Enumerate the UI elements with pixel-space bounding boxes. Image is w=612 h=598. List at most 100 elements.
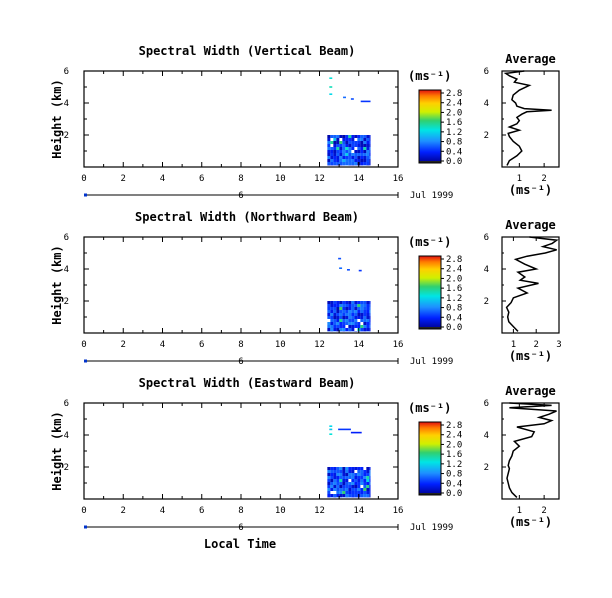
- heatmap-cell: [357, 473, 361, 476]
- heatmap-cell: [336, 310, 340, 313]
- avg-y-tick-label: 2: [484, 463, 489, 473]
- heatmap-cell: [354, 304, 358, 307]
- heatmap-cell: [357, 476, 361, 479]
- avg-x-tick-label: 2: [541, 506, 546, 516]
- heatmap-cell: [360, 328, 364, 331]
- heatmap-cell: [345, 494, 349, 497]
- heatmap-cell: [354, 476, 358, 479]
- heatmap-cell: [348, 319, 352, 322]
- heatmap-cell: [327, 313, 331, 316]
- colorbar-tick-label: 0.4: [446, 313, 462, 323]
- heatmap-cell: [369, 470, 371, 473]
- heatmap-cell: [351, 144, 355, 147]
- heatmap-cell: [354, 141, 358, 144]
- heatmap-cell: [366, 156, 370, 159]
- heatmap-cell: [327, 153, 331, 156]
- heatmap-cell: [360, 310, 364, 313]
- heatmap-cell: [345, 322, 349, 325]
- heatmap-cell: [330, 316, 334, 319]
- panel-title: Spectral Width (Northward Beam): [135, 210, 359, 224]
- heatmap-cell: [357, 470, 361, 473]
- heatmap-cell: [348, 494, 352, 497]
- colorbar-tick-label: 1.2: [446, 128, 462, 138]
- colorbar-tick-label: 2.8: [446, 255, 462, 265]
- heatmap-cell: [351, 301, 355, 304]
- heatmap-cell: [360, 162, 364, 165]
- heatmap-cell: [369, 467, 371, 470]
- heatmap-cell: [366, 479, 370, 482]
- heatmap-cell: [354, 162, 358, 165]
- heatmap-cell: [354, 144, 358, 147]
- avg-x-tick-label: 3: [556, 340, 561, 350]
- heatmap-cell: [345, 153, 349, 156]
- x-tick-label: 6: [199, 340, 204, 350]
- heatmap-cell: [329, 77, 333, 79]
- heatmap-cell: [330, 485, 334, 488]
- colorbar-gradient: [419, 90, 441, 163]
- heatmap-cell: [357, 322, 361, 325]
- average-xlabel: (ms⁻¹): [509, 515, 552, 529]
- heatmap-cell: [327, 482, 331, 485]
- heatmap-cell: [327, 328, 331, 331]
- colorbar-frame: [418, 89, 442, 164]
- x-tick-label: 12: [314, 506, 325, 516]
- heatmap-cell: [339, 144, 343, 147]
- x-tick-label: 8: [238, 506, 243, 516]
- heatmap-cell: [339, 494, 343, 497]
- heatmap-cell: [357, 325, 361, 328]
- avg-y-tick-label: 4: [484, 99, 489, 109]
- heatmap-cell: [366, 488, 370, 491]
- heatmap-cell: [351, 482, 355, 485]
- heatmap-cell: [330, 307, 334, 310]
- average-title: Average: [505, 384, 556, 398]
- heatmap-cell: [330, 159, 334, 162]
- heatmap-cell: [342, 485, 346, 488]
- heatmap-cell: [348, 304, 352, 307]
- heatmap-cell: [342, 476, 346, 479]
- heatmap-cell: [354, 310, 358, 313]
- heatmap-cell: [333, 141, 337, 144]
- date-strip-label: 6: [238, 191, 243, 201]
- heatmap-cell: [357, 488, 361, 491]
- heatmap-cell: [366, 301, 370, 304]
- heatmap-cell: [329, 425, 333, 427]
- avg-x-tick-label: 2: [541, 174, 546, 184]
- heatmap-cell: [348, 488, 352, 491]
- heatmap-cell: [327, 301, 331, 304]
- y-tick-label: 2: [64, 463, 69, 473]
- x-tick-label: 16: [393, 506, 404, 516]
- heatmap-cell: [333, 494, 337, 497]
- y-tick-label: 4: [64, 265, 69, 275]
- heatmap-cell: [366, 485, 370, 488]
- avg-y-tick-label: 6: [484, 399, 489, 409]
- heatmap-cell: [357, 467, 361, 470]
- heatmap-cell: [360, 313, 364, 316]
- heatmap-cell: [345, 144, 349, 147]
- heatmap-cell: [366, 147, 370, 150]
- date-strip-marker: [84, 359, 87, 363]
- heatmap-cell: [351, 162, 355, 165]
- colorbar-tick-label: 1.6: [446, 450, 462, 460]
- colorbar-tick-label: 0.0: [446, 157, 462, 167]
- heatmap-cell: [366, 325, 370, 328]
- heatmap-cell: [333, 162, 337, 165]
- heatmap-cell: [360, 482, 364, 485]
- heatmap-cell: [327, 316, 331, 319]
- heatmap-cell: [366, 470, 370, 473]
- colorbar-tick-label: 2.4: [446, 431, 462, 441]
- heatmap-cell: [345, 328, 349, 331]
- heatmap-cell: [360, 138, 364, 141]
- heatmap-cell: [354, 467, 358, 470]
- date-strip-label: 6: [238, 357, 243, 367]
- heatmap-cell: [363, 482, 367, 485]
- heatmap-cell: [369, 159, 371, 162]
- heatmap-cell: [348, 467, 352, 470]
- heatmap-cell: [348, 162, 352, 165]
- heatmap-cell: [345, 488, 349, 491]
- heatmap-cell: [327, 494, 331, 497]
- panel-1: Spectral Width (Vertical Beam)0 2 4 6 8 10 12 1…: [50, 44, 560, 201]
- heatmap-cell: [342, 491, 346, 494]
- heatmap-cell: [333, 316, 337, 319]
- heatmap-cell: [348, 153, 352, 156]
